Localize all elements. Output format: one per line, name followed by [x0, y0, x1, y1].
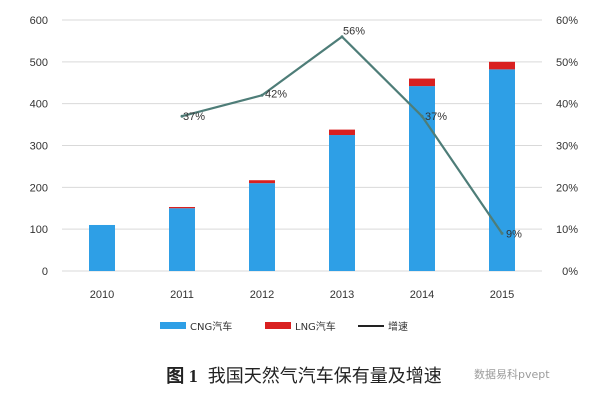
y-left-tick-label: 200: [30, 182, 48, 194]
y-left-tick-label: 300: [30, 141, 48, 153]
bar-cng: [489, 69, 515, 271]
legend-label: CNG汽车: [190, 320, 232, 333]
growth-point: [180, 114, 184, 118]
bars: [89, 61, 515, 271]
growth-data-label: 9%: [506, 228, 522, 240]
bar-cng: [249, 183, 275, 271]
bar-lng: [329, 129, 355, 136]
y-right-tick-label: 10%: [556, 224, 578, 236]
growth-data-label: 56%: [343, 26, 365, 38]
gridlines: [62, 19, 542, 272]
y-left-tick-label: 100: [30, 224, 48, 236]
x-tick-label: 2013: [330, 289, 354, 301]
legend-label: LNG汽车: [295, 320, 336, 333]
bar-lng: [409, 78, 435, 87]
bar-cng: [329, 135, 355, 271]
y-left-tick-label: 600: [30, 15, 48, 27]
growth-data-label: 37%: [425, 111, 447, 123]
growth-point: [340, 35, 344, 39]
growth-data-label: 37%: [183, 111, 205, 123]
y-left-tick-label: 400: [30, 99, 48, 111]
y-right-tick-label: 20%: [556, 182, 578, 194]
chart: 37% 42% 56% 37% 9% 0 0% 100 10% 200 20% 300 30% 400 4…: [30, 15, 579, 333]
y-left-tick-label: 0: [42, 266, 48, 278]
growth-point: [500, 231, 504, 235]
y-right-tick-label: 30%: [556, 141, 578, 153]
bar-cng: [169, 208, 195, 271]
y-right-tick-label: 50%: [556, 57, 578, 69]
x-tick-label: 2015: [490, 289, 514, 301]
y-right-tick-label: 0%: [562, 266, 578, 278]
bar-lng: [249, 180, 275, 184]
legend-swatch: [265, 322, 291, 329]
caption-text: 我国天然气汽车保有量及增速: [207, 366, 442, 387]
growth-line: 37% 42% 56% 37% 9%: [180, 26, 522, 240]
y-right-tick-label: 40%: [556, 99, 578, 111]
bar-lng: [489, 61, 515, 70]
x-tick-label: 2012: [250, 289, 274, 301]
axis-labels: 0 0% 100 10% 200 20% 300 30% 400 40% 500 50% 600 60% 2…: [30, 15, 579, 301]
bar-cng: [89, 224, 115, 271]
legend: CNG汽车 LNG汽车 增速: [160, 320, 408, 333]
y-right-tick-label: 60%: [556, 15, 578, 27]
growth-point: [420, 114, 424, 118]
y-left-tick-label: 500: [30, 57, 48, 69]
growth-point: [260, 93, 264, 97]
bar-lng: [169, 206, 195, 209]
x-tick-label: 2014: [410, 289, 434, 301]
x-tick-label: 2011: [170, 289, 194, 301]
x-tick-label: 2010: [90, 289, 114, 301]
legend-swatch: [160, 322, 186, 329]
legend-label: 增速: [388, 320, 408, 333]
caption-number: 图 1: [166, 366, 198, 386]
figure-caption: 图 1 我国天然气汽车保有量及增速: [0, 362, 608, 388]
watermark: 数据易科pvept: [474, 368, 550, 381]
growth-data-label: 42%: [265, 88, 287, 100]
